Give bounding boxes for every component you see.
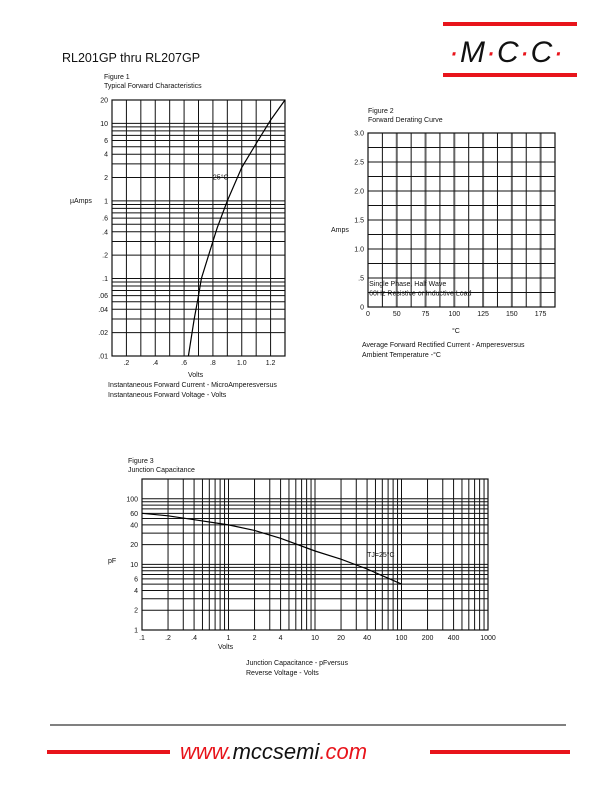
y-tick-label: .06: [98, 293, 108, 300]
x-tick-label: 200: [422, 635, 434, 642]
chart-title: Forward Derating Curve: [368, 117, 443, 124]
x-tick-label: .4: [191, 635, 197, 642]
logo-bottom-bar: [443, 73, 577, 77]
y-tick-label: 4: [134, 588, 138, 595]
y-tick-label: .01: [98, 354, 108, 361]
y-tick-label: 20: [100, 98, 108, 105]
y-tick-label: 1: [104, 198, 108, 205]
x-tick-label: 1.2: [266, 360, 276, 367]
x-tick-label: .2: [165, 635, 171, 642]
footer-left-bar: [47, 750, 170, 754]
x-tick-label: 75: [422, 311, 430, 318]
y-tick-label: .5: [358, 276, 364, 283]
chart-annotation: TJ=25°C: [367, 551, 395, 559]
y-tick-label: 1.0: [354, 247, 364, 254]
y-tick-label: 2: [104, 175, 108, 182]
x-tick-label: 10: [311, 635, 319, 642]
y-tick-label: 1.5: [354, 218, 364, 225]
logo-text: ·M·C·C·: [449, 36, 564, 69]
caption-line-1: Instantaneous Forward Current - MicroAmp…: [108, 382, 277, 389]
x-tick-label: 100: [396, 635, 408, 642]
plot-frame: [367, 132, 556, 308]
chart-figure-1: Figure 1 Typical Forward Characteristics µ…: [70, 74, 286, 399]
caption-line-2: Reverse Voltage - Volts: [246, 670, 319, 677]
figure-number: Figure 2: [368, 108, 394, 115]
y-tick-label: .02: [98, 330, 108, 337]
x-tick-label: .2: [123, 360, 129, 367]
chart-title: Junction Capacitance: [128, 467, 195, 474]
footer-right-bar: [430, 750, 570, 754]
chart-annotation: 25°C: [213, 173, 229, 181]
chart-figure-3: Figure 3 Junction Capacitance pF Volts Junct…: [108, 458, 496, 677]
y-tick-label: 40: [130, 522, 138, 529]
x-tick-label: 20: [337, 635, 345, 642]
y-axis-label: µAmps: [70, 198, 92, 205]
y-tick-label: 2: [134, 608, 138, 615]
x-tick-label: 40: [363, 635, 371, 642]
logo-top-bar: [443, 22, 577, 26]
y-tick-label: .2: [102, 253, 108, 260]
y-tick-label: .4: [102, 229, 108, 236]
x-axis-label: °C: [452, 327, 460, 335]
caption-line-2: Ambient Temperature -°C: [362, 351, 441, 359]
y-tick-label: 20: [130, 542, 138, 549]
x-tick-label: 125: [477, 311, 489, 318]
y-tick-label: 0: [360, 305, 364, 312]
y-axis-label: pF: [108, 558, 116, 565]
chart-annotation: Single Phase, Half Wave: [369, 281, 446, 288]
y-tick-label: 3.0: [354, 131, 364, 138]
x-tick-label: 1: [227, 635, 231, 642]
x-tick-label: .8: [210, 360, 216, 367]
x-tick-label: 50: [393, 311, 401, 318]
y-tick-label: 2.5: [354, 160, 364, 167]
figure-number: Figure 1: [104, 74, 130, 81]
y-tick-label: .6: [102, 216, 108, 223]
x-tick-label: 1000: [480, 635, 496, 642]
x-tick-label: 175: [535, 311, 547, 318]
page-title: RL201GP thru RL207GP: [62, 51, 200, 65]
y-tick-label: 2.0: [354, 189, 364, 196]
y-tick-label: 10: [100, 121, 108, 128]
x-tick-label: 150: [506, 311, 518, 318]
plot-frame: [141, 478, 489, 631]
y-tick-label: 1: [134, 628, 138, 635]
x-axis-label: Volts: [218, 644, 234, 651]
x-axis-label: Volts: [188, 372, 204, 379]
x-tick-label: .6: [181, 360, 187, 367]
caption-line-1: Junction Capacitance - pFversus: [246, 660, 348, 667]
chart-annotation: 60Hz Resistive or Inductive Load: [369, 290, 471, 297]
y-tick-label: 6: [104, 138, 108, 145]
chart-figure-2: Figure 2 Forward Derating Curve Amps °C Aver…: [331, 108, 556, 359]
y-tick-label: 60: [130, 511, 138, 518]
x-tick-label: .1: [139, 635, 145, 642]
x-tick-label: 1.0: [237, 360, 247, 367]
caption-line-1: Average Forward Rectified Current - Ampe…: [362, 342, 525, 349]
chart-title: Typical Forward Characteristics: [104, 83, 202, 90]
x-tick-label: 400: [448, 635, 460, 642]
mcc-logo: ·M·C·C·: [443, 22, 577, 77]
plot-frame: [111, 99, 286, 357]
x-tick-label: 2: [253, 635, 257, 642]
x-tick-label: .4: [152, 360, 158, 367]
y-tick-label: 6: [134, 576, 138, 583]
y-tick-label: .1: [102, 276, 108, 283]
x-tick-label: 4: [279, 635, 283, 642]
x-tick-label: 0: [366, 311, 370, 318]
caption-line-2: Instantaneous Forward Voltage - Volts: [108, 392, 227, 399]
y-axis-label: Amps: [331, 227, 349, 234]
y-tick-label: 4: [104, 152, 108, 159]
footer-url[interactable]: www.mccsemi.com: [180, 739, 367, 764]
x-tick-label: 100: [448, 311, 460, 318]
series-line: [141, 512, 402, 585]
y-tick-label: 100: [126, 496, 138, 503]
y-tick-label: 10: [130, 562, 138, 569]
figure-number: Figure 3: [128, 458, 154, 465]
y-tick-label: .04: [98, 307, 108, 314]
